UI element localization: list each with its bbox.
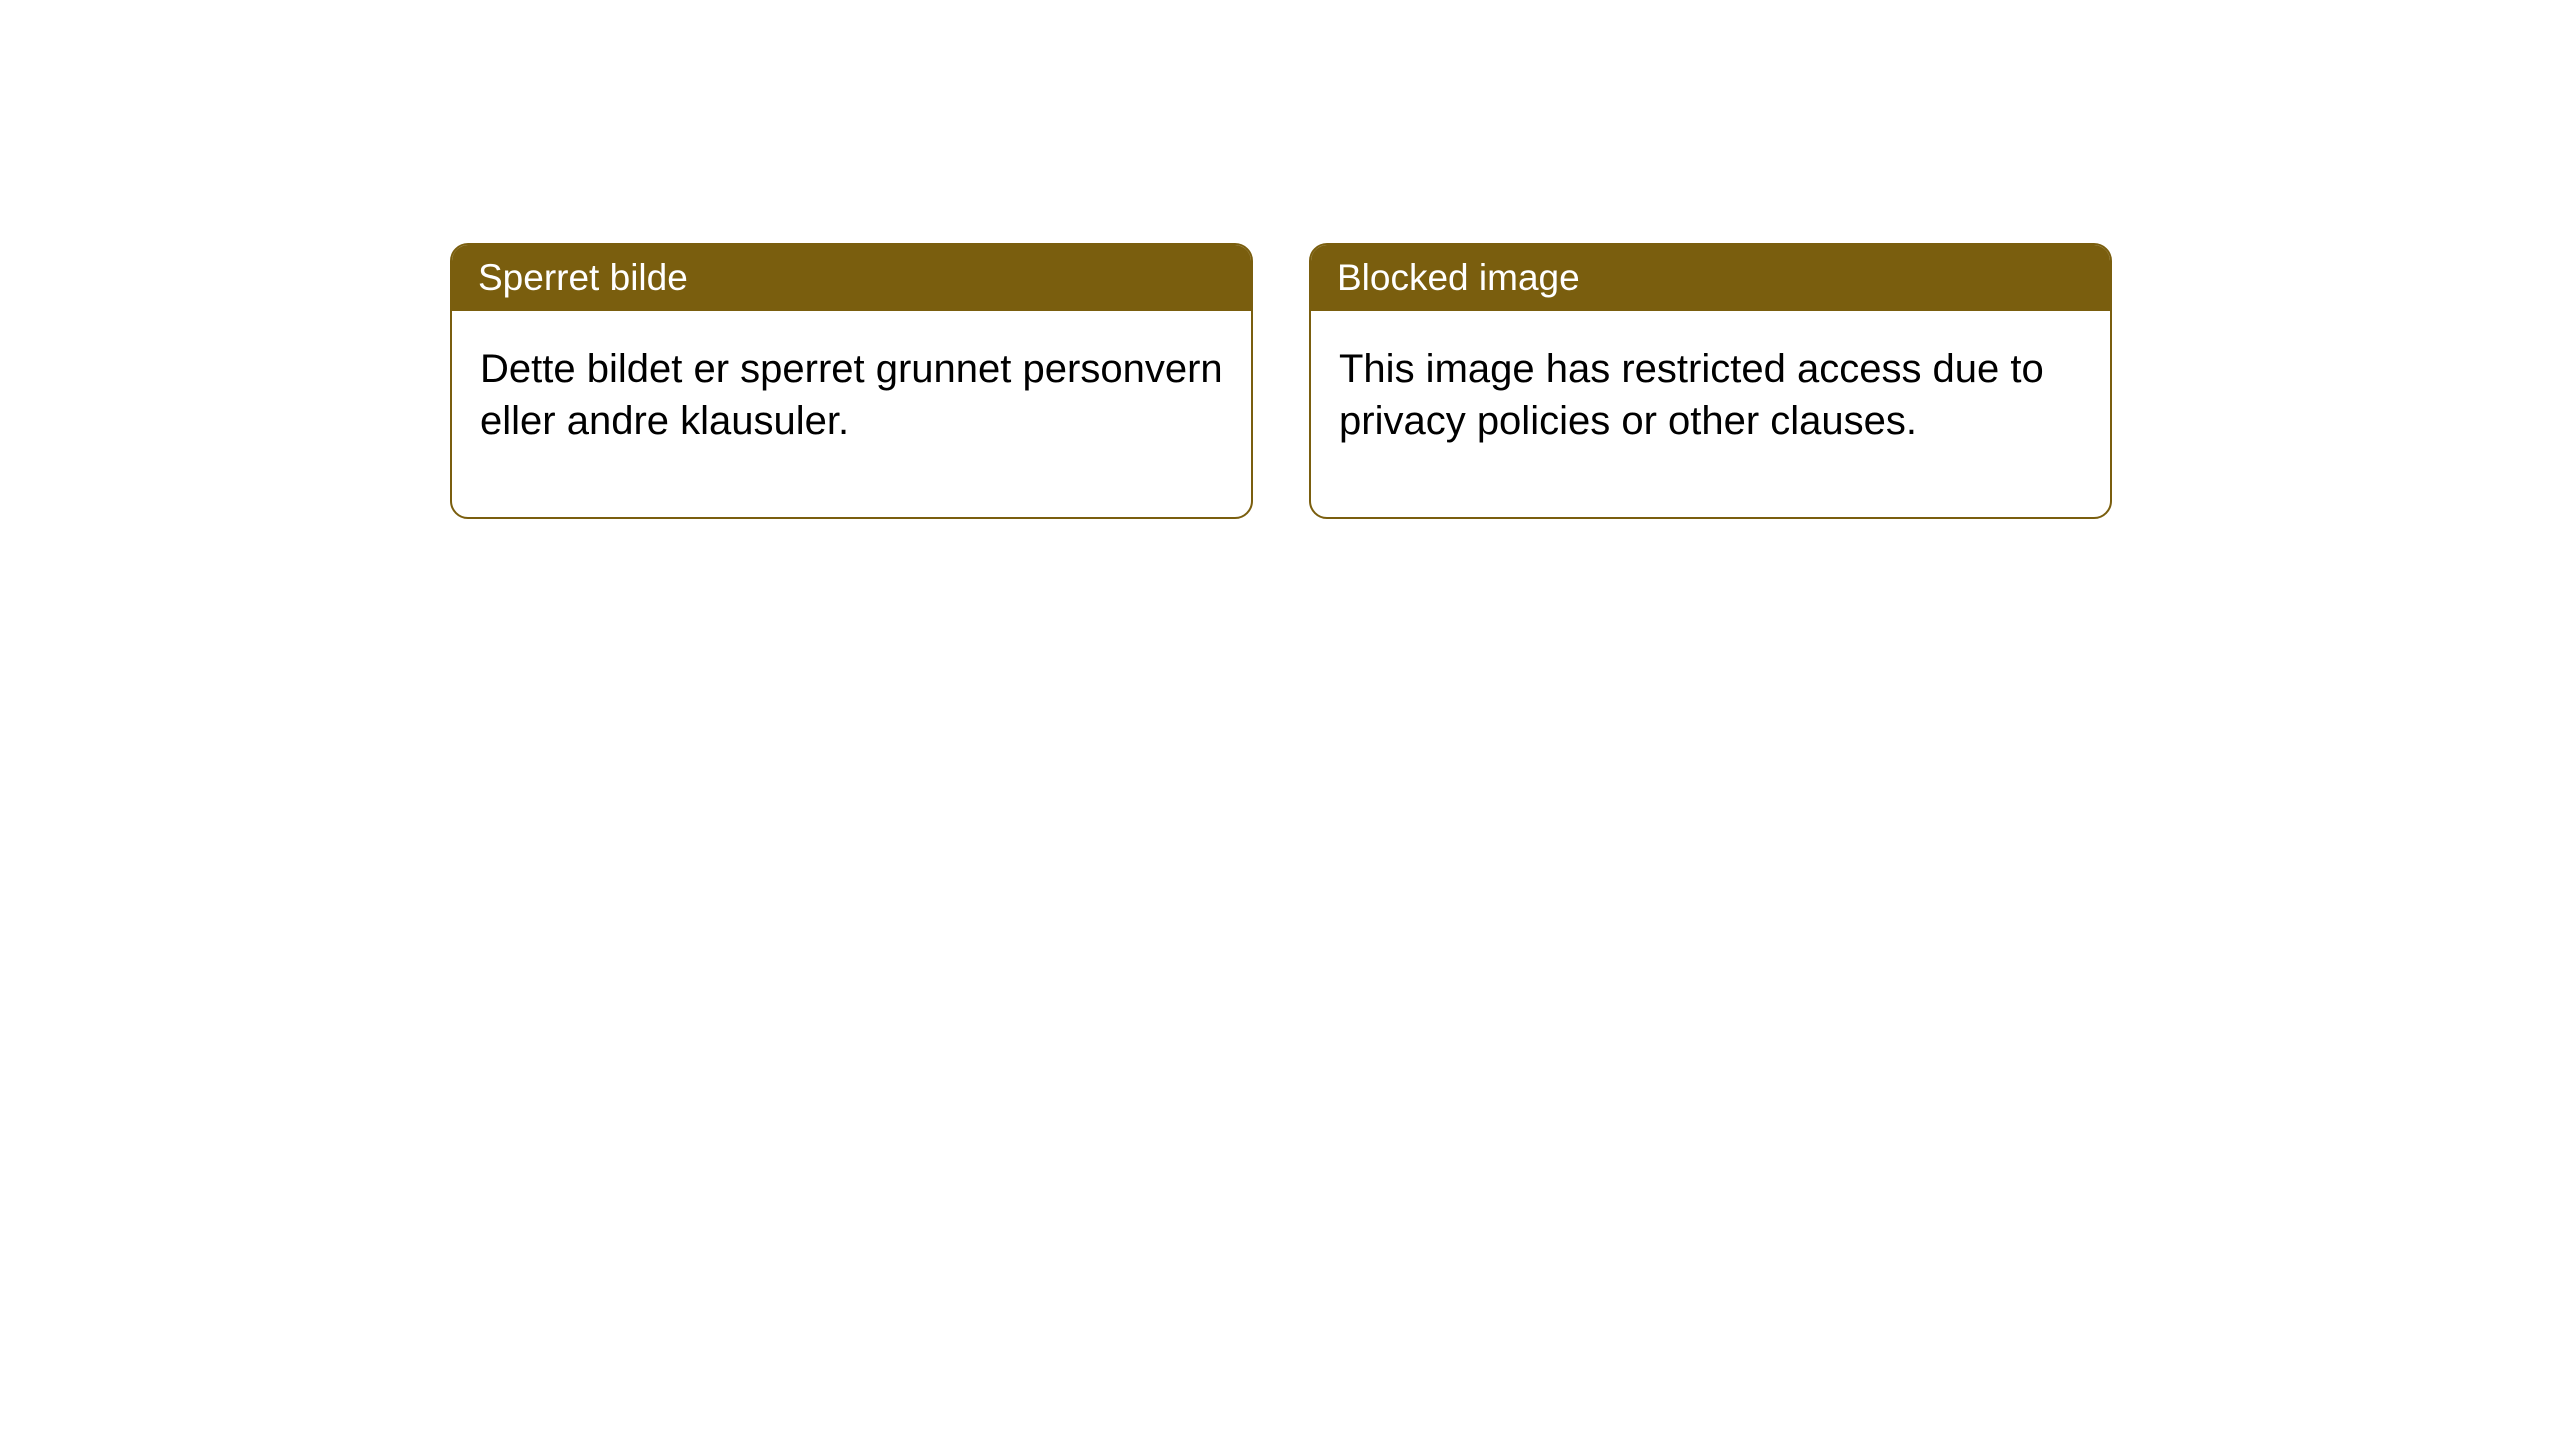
notice-body: Dette bildet er sperret grunnet personve…	[452, 311, 1251, 517]
notice-box-norwegian: Sperret bilde Dette bildet er sperret gr…	[450, 243, 1253, 519]
notice-header: Sperret bilde	[452, 245, 1251, 311]
notice-box-english: Blocked image This image has restricted …	[1309, 243, 2112, 519]
notice-header: Blocked image	[1311, 245, 2110, 311]
notice-container: Sperret bilde Dette bildet er sperret gr…	[0, 0, 2560, 519]
notice-body: This image has restricted access due to …	[1311, 311, 2110, 517]
